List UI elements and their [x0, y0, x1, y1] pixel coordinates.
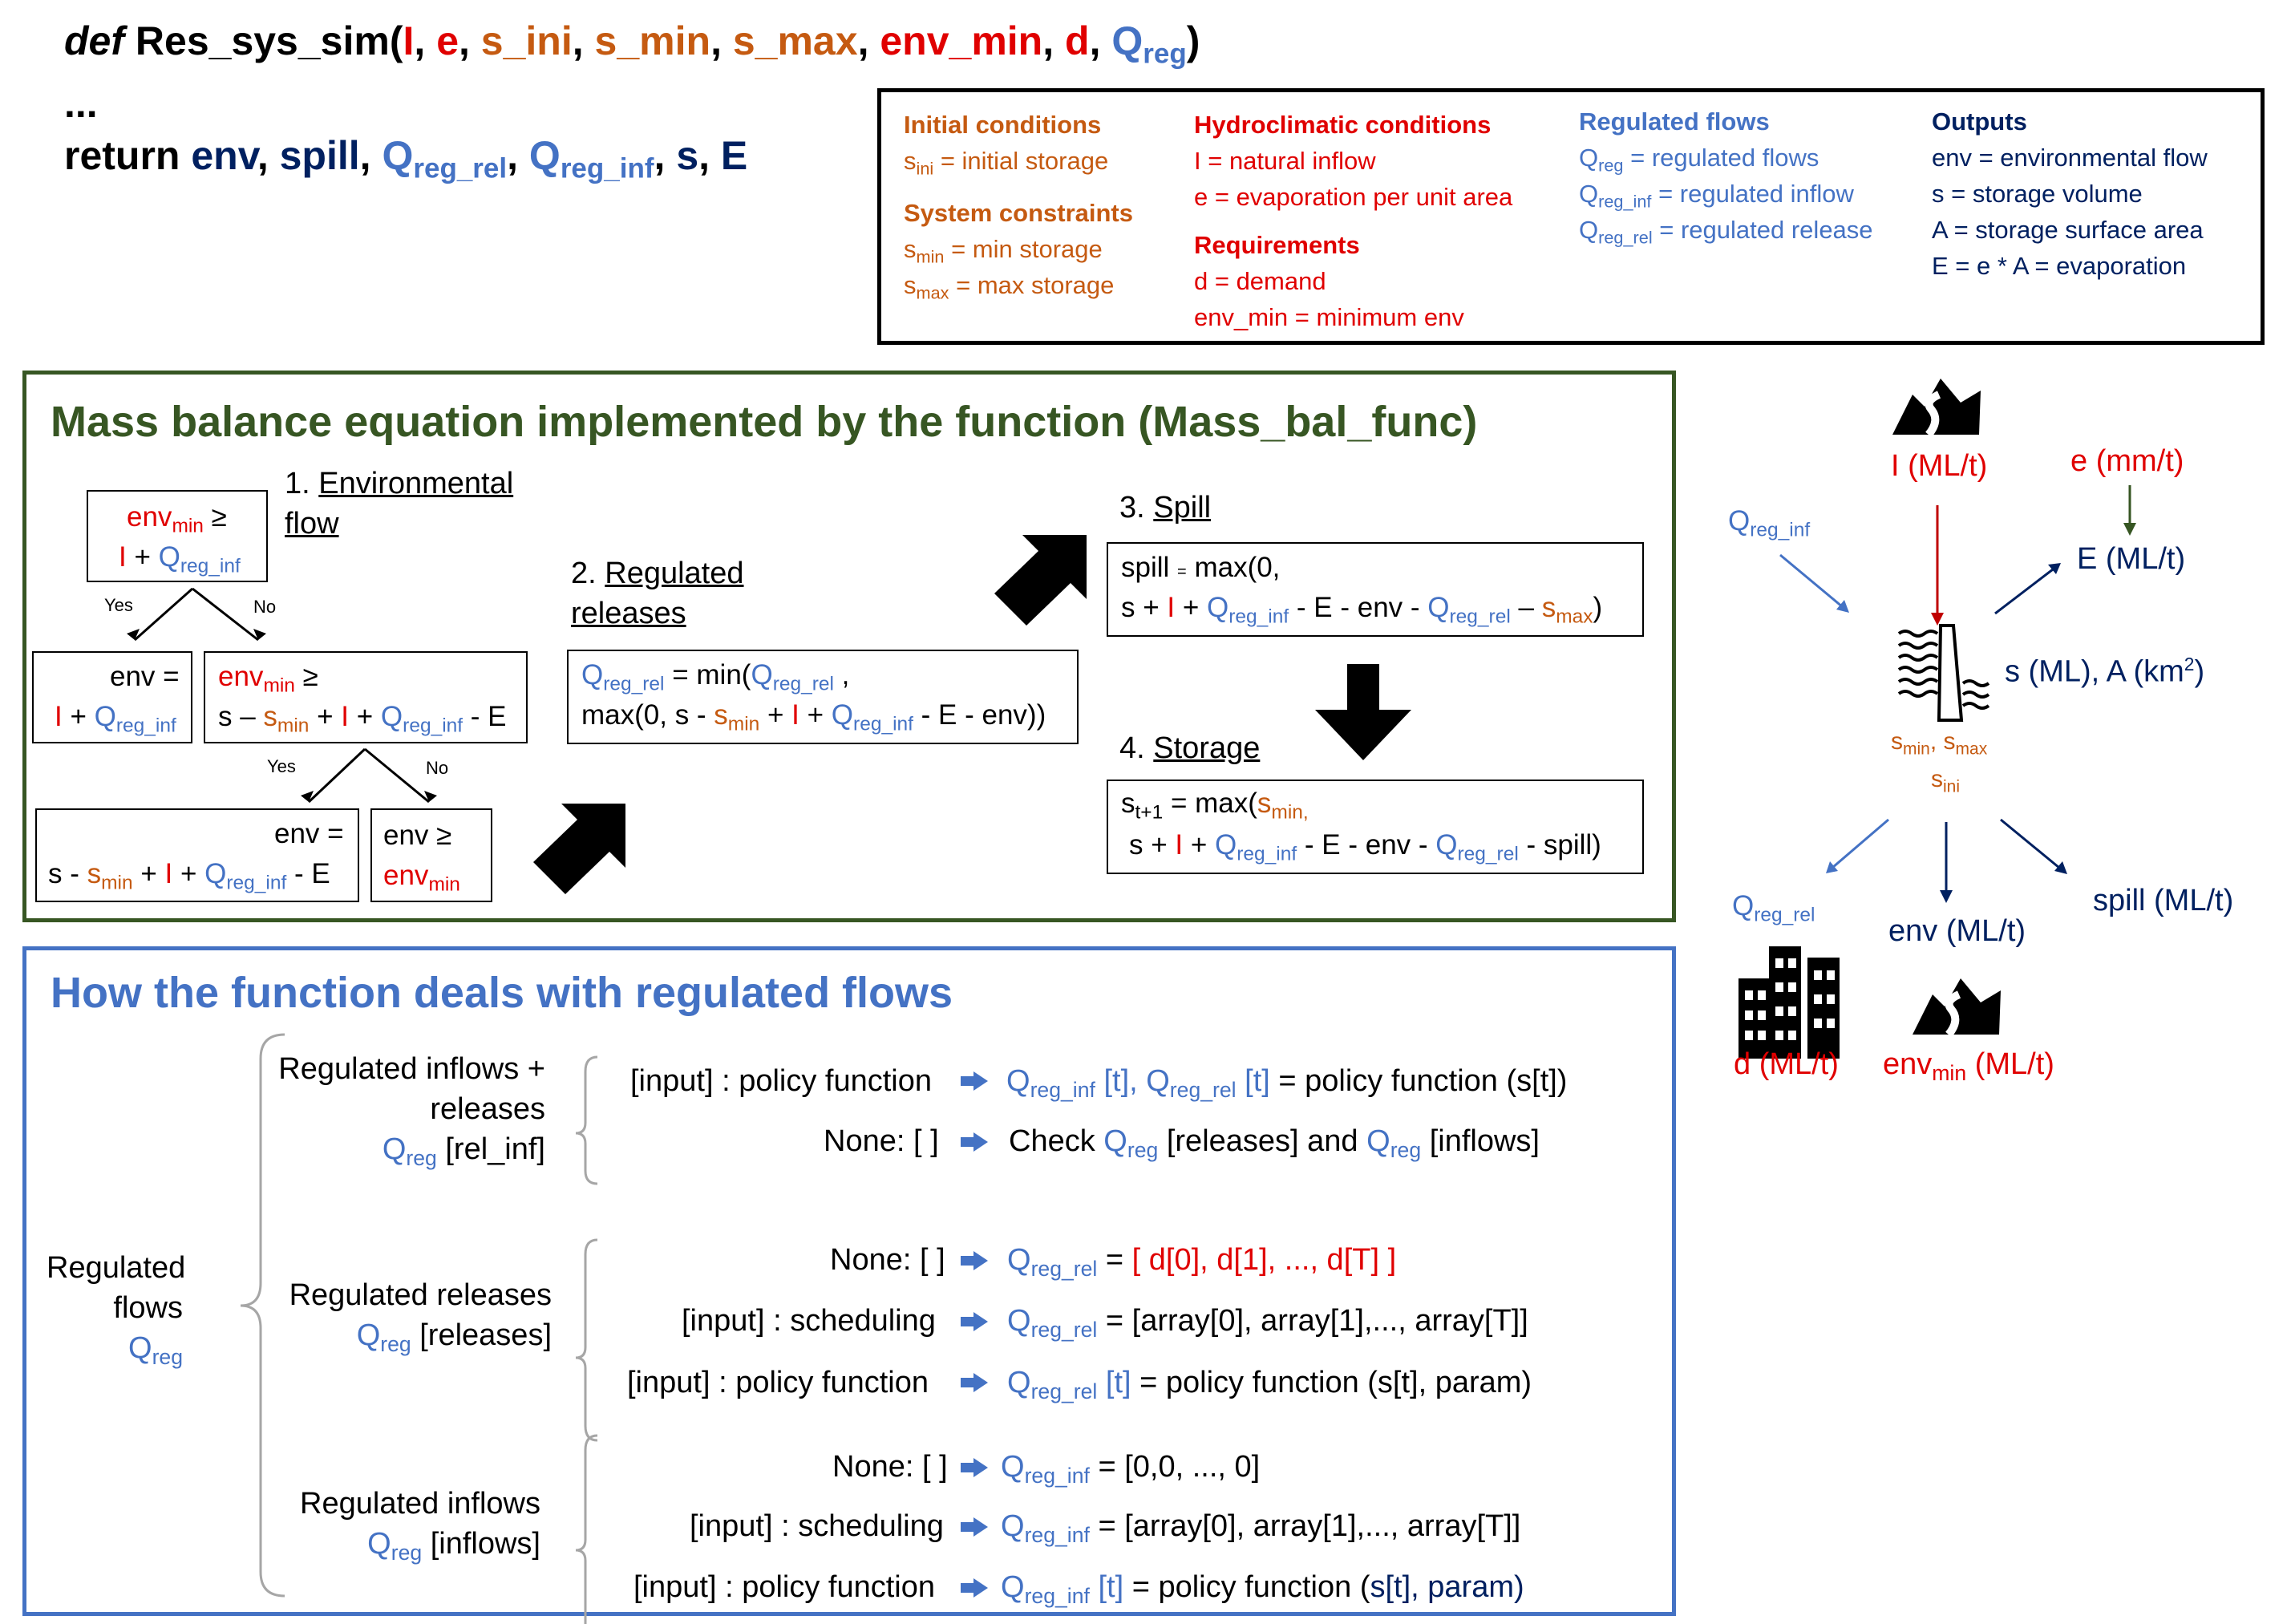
schematic-storage: s (ML), A (km2): [2005, 654, 2205, 689]
row5-policy: [input] : policy function: [627, 1366, 929, 1399]
schematic-d: d (ML/t): [1734, 1047, 1839, 1081]
arrow-icon: [961, 1132, 988, 1152]
schematic-spill: spill (ML/t): [2093, 884, 2234, 917]
arrow-icon: [961, 1578, 988, 1598]
legend-outputs: Outputs env = environmental flow s = sto…: [1932, 107, 2208, 280]
arrow-icon: [961, 1071, 988, 1091]
decision-envmin-vs-storage: envmin ≥ s – smin + I + Qreg_inf - E: [204, 651, 528, 743]
result-env-inflow: env = I + Qreg_inf: [32, 651, 192, 743]
arrow-icon: [961, 1373, 988, 1392]
schematic-smin-smax: smin, smax: [1891, 728, 1988, 759]
ret-spill: spill: [279, 133, 360, 178]
arrow-icon: [994, 535, 1087, 626]
arg-I: I: [403, 18, 415, 63]
result-env-storage: env = s - smin + I + Qreg_inf - E: [35, 808, 359, 902]
dam-icon: [1897, 624, 1990, 722]
ret-qreg-rel: Qreg_rel: [382, 133, 508, 184]
legend-requirements: Requirements d = demand env_min = minimu…: [1194, 231, 1464, 331]
schematic-qreg-rel: Qreg_rel: [1732, 890, 1815, 926]
yes-label-2: Yes: [267, 756, 296, 776]
arrow-icon: [961, 1458, 988, 1477]
row8-result: Qreg_inf [t] = policy function (s[t], pa…: [1001, 1570, 1524, 1608]
schematic-I: I (ML/t): [1891, 449, 1988, 483]
regulated-release-equation: Qreg_rel = min(Qreg_rel , max(0, s - smi…: [567, 650, 1079, 744]
row2-none: None: [ ]: [824, 1124, 939, 1158]
row4-scheduling: [input] : scheduling: [682, 1304, 936, 1338]
row1-policy: [input] : policy function: [630, 1064, 932, 1098]
arrow-icon: [961, 1312, 988, 1331]
ellipsis: ...: [64, 81, 98, 126]
schematic-qreg-inf: Qreg_inf: [1728, 505, 1811, 541]
legend-regulated: Regulated flows Qreg = regulated flows Q…: [1579, 107, 1873, 248]
no-label-2: No: [426, 758, 449, 778]
schematic-env: env (ML/t): [1888, 914, 2026, 948]
arg-e: e: [436, 18, 459, 63]
row3-result: Qreg_rel = [ d[0], d[1], ..., d[T] ]: [1007, 1243, 1397, 1281]
regulated-flows-title: How the function deals with regulated fl…: [51, 969, 953, 1017]
arrow-icon: [961, 1251, 988, 1270]
group-inflows: Regulated inflows Qreg [inflows]: [300, 1487, 540, 1565]
ret-env: env: [191, 133, 257, 178]
arrow-icon: [533, 804, 625, 894]
row1-result: Qreg_inf [t], Qreg_rel [t] = policy func…: [1006, 1064, 1568, 1102]
mass-balance-title: Mass balance equation implemented by the…: [51, 398, 1478, 446]
arg-s-max: s_max: [732, 18, 858, 63]
legend-hydro: Hydroclimatic conditions I = natural inf…: [1194, 111, 1513, 211]
schematic-e: e (mm/t): [2070, 444, 2184, 478]
legend-constraints: System constraints smin = min storage sm…: [904, 199, 1133, 303]
schematic-E: E (ML/t): [2077, 542, 2186, 576]
arg-qreg: Qreg: [1111, 18, 1187, 70]
arg-s-ini: s_ini: [480, 18, 573, 63]
row3-none: None: [ ]: [830, 1243, 945, 1277]
legend-box: Initial conditions sini = initial storag…: [877, 88, 2265, 345]
group-releases: Regulated releases Qreg [releases]: [289, 1278, 552, 1356]
no-label-1: No: [253, 597, 277, 617]
city-icon: [1738, 946, 1840, 1059]
river-icon: [1892, 379, 1981, 438]
step2-heading: 2. Regulated releases: [571, 557, 744, 630]
river-icon: [1913, 978, 2001, 1038]
row6-none: None: [ ]: [832, 1450, 948, 1484]
schematic-envmin: envmin (ML/t): [1883, 1047, 2054, 1085]
arg-env-min: env_min: [880, 18, 1043, 63]
arrow-icon: [961, 1517, 988, 1537]
legend-initial: Initial conditions sini = initial storag…: [904, 111, 1109, 179]
step4-heading: 4. Storage: [1119, 731, 1261, 765]
row2-result: Check Qreg [releases] and Qreg [inflows]: [1009, 1124, 1540, 1162]
arrow-icon: [1315, 664, 1411, 760]
step1-heading: 1. Environmental flow: [285, 467, 514, 541]
ret-qreg-inf: Qreg_inf: [528, 133, 654, 184]
mass-balance-panel: Mass balance equation implemented by the…: [22, 371, 1676, 922]
storage-equation: st+1 = max(smin, s + I + Qreg_inf - E - …: [1107, 780, 1644, 874]
row8-policy: [input] : policy function: [633, 1570, 935, 1604]
spill-equation: spill = max(0, s + I + Qreg_inf - E - en…: [1107, 542, 1644, 637]
row5-result: Qreg_rel [t] = policy function (s[t], pa…: [1007, 1366, 1532, 1403]
row7-result: Qreg_inf = [array[0], array[1],..., arra…: [1001, 1509, 1521, 1547]
ret-s: s: [676, 133, 699, 178]
regulated-flows-panel: How the function deals with regulated fl…: [22, 946, 1676, 1616]
row4-result: Qreg_rel = [array[0], array[1],..., arra…: [1007, 1304, 1528, 1342]
function-signature: def Res_sys_sim(I, e, s_ini, s_min, s_ma…: [64, 18, 1200, 70]
yes-label-1: Yes: [104, 595, 133, 615]
arg-s-min: s_min: [594, 18, 711, 63]
row7-scheduling: [input] : scheduling: [690, 1509, 944, 1543]
row6-result: Qreg_inf = [0,0, ..., 0]: [1001, 1450, 1261, 1488]
def-keyword: def: [64, 18, 124, 63]
result-env-min: env ≥ envmin: [370, 808, 492, 902]
step3-heading: 3. Spill: [1119, 491, 1212, 524]
function-name: Res_sys_sim(: [135, 18, 403, 63]
return-statement: return env, spill, Qreg_rel, Qreg_inf, s…: [64, 133, 748, 184]
root-regulated-flows: Regulated flows Qreg: [47, 1251, 186, 1369]
group-inflows-releases: Regulated inflows + releases Qreg [rel_inf…: [278, 1052, 545, 1170]
schematic-sini: sini: [1931, 766, 1961, 796]
arg-d: d: [1065, 18, 1090, 63]
ret-E: E: [720, 133, 748, 178]
decision-envmin-vs-inflow: envmin ≥ I + Qreg_inf: [87, 490, 268, 582]
